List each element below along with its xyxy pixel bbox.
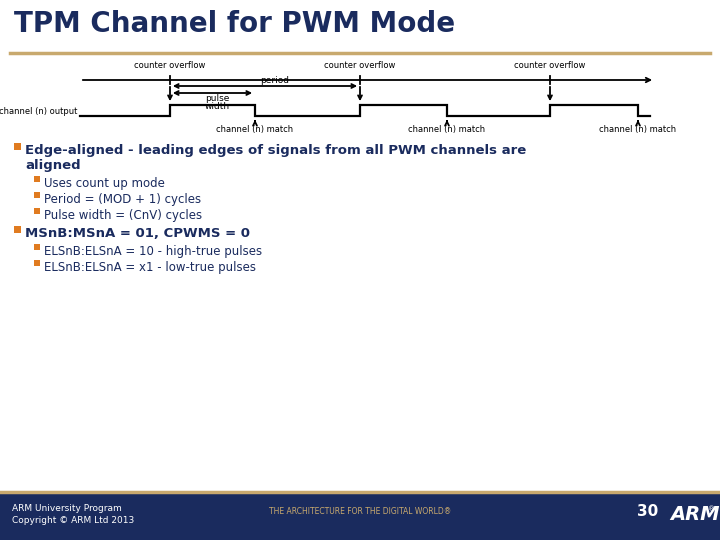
Text: Copyright © ARM Ltd 2013: Copyright © ARM Ltd 2013 bbox=[12, 516, 134, 525]
Text: TPM Channel for PWM Mode: TPM Channel for PWM Mode bbox=[14, 10, 455, 38]
Text: pulse: pulse bbox=[205, 94, 230, 103]
Text: channel (n) match: channel (n) match bbox=[217, 125, 294, 134]
Text: period: period bbox=[261, 76, 289, 85]
Text: Period = (MOD + 1) cycles: Period = (MOD + 1) cycles bbox=[44, 193, 201, 206]
Text: MSnB:MSnA = 01, CPWMS = 0: MSnB:MSnA = 01, CPWMS = 0 bbox=[25, 227, 250, 240]
Text: channel (n) match: channel (n) match bbox=[408, 125, 485, 134]
Text: 30: 30 bbox=[637, 504, 659, 519]
Bar bbox=[0, 492, 720, 540]
Bar bbox=[34, 208, 40, 214]
Text: aligned: aligned bbox=[25, 159, 81, 172]
Text: Pulse width = (CnV) cycles: Pulse width = (CnV) cycles bbox=[44, 209, 202, 222]
Bar bbox=[34, 192, 40, 198]
Text: channel (n) output: channel (n) output bbox=[0, 106, 77, 116]
Text: ARM University Program: ARM University Program bbox=[12, 504, 122, 513]
Text: width: width bbox=[205, 102, 230, 111]
Text: THE ARCHITECTURE FOR THE DIGITAL WORLD®: THE ARCHITECTURE FOR THE DIGITAL WORLD® bbox=[269, 508, 451, 516]
Bar bbox=[34, 244, 40, 250]
Text: ELSnB:ELSnA = x1 - low-true pulses: ELSnB:ELSnA = x1 - low-true pulses bbox=[44, 261, 256, 274]
Text: Edge-aligned - leading edges of signals from all PWM channels are: Edge-aligned - leading edges of signals … bbox=[25, 144, 526, 157]
Bar bbox=[34, 176, 40, 182]
Bar bbox=[14, 226, 21, 233]
Text: counter overflow: counter overflow bbox=[324, 61, 396, 70]
Text: counter overflow: counter overflow bbox=[135, 61, 206, 70]
Text: ®: ® bbox=[708, 506, 716, 512]
Text: ELSnB:ELSnA = 10 - high-true pulses: ELSnB:ELSnA = 10 - high-true pulses bbox=[44, 245, 262, 258]
Text: Uses count up mode: Uses count up mode bbox=[44, 177, 165, 190]
Bar bbox=[14, 143, 21, 150]
Text: counter overflow: counter overflow bbox=[514, 61, 585, 70]
Bar bbox=[34, 260, 40, 266]
Text: ARM: ARM bbox=[670, 504, 720, 523]
Text: channel (n) match: channel (n) match bbox=[600, 125, 677, 134]
